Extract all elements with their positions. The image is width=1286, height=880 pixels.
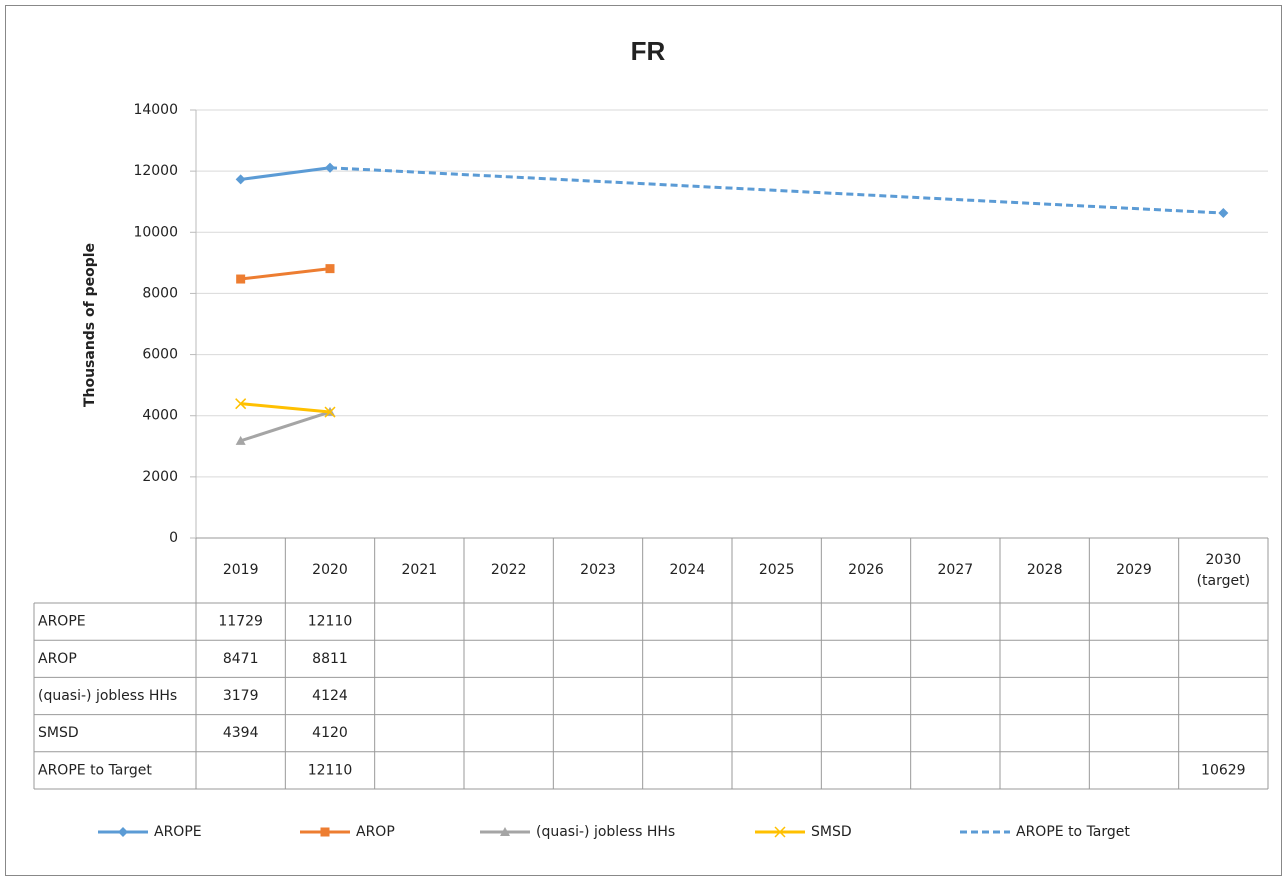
legend-label: AROPE to Target (1016, 824, 1130, 840)
series-line (329, 166, 1224, 215)
table-cell: 11729 (218, 614, 263, 630)
y-tick-label: 4000 (142, 408, 178, 424)
table-cell: 4124 (312, 688, 348, 704)
x-tick-label-box: 2027 (937, 562, 974, 579)
x-tick-label: 2020 (312, 562, 348, 579)
y-tick-label: 2000 (142, 469, 178, 485)
table-cell: 12110 (308, 614, 353, 630)
x-tick-label-box: 2021 (401, 562, 438, 579)
table-row-label: (quasi-) jobless HHs (38, 688, 177, 704)
x-tick-label-box: 2029 (1116, 562, 1152, 579)
table-row-label: AROP (38, 651, 77, 667)
y-axis-label: Thousands of people (82, 243, 98, 407)
marker (324, 406, 336, 418)
table-row-label: SMSD (38, 725, 79, 741)
x-tick-label: 2028 (1026, 562, 1063, 579)
x-tick-label-box: 2024 (669, 562, 706, 579)
table-cell: 12110 (308, 762, 353, 778)
series-line (240, 267, 331, 281)
y-tick-label: 12000 (133, 163, 178, 179)
x-tick-label: 2021 (401, 562, 438, 579)
x-tick-label: 2025 (758, 562, 795, 579)
y-tick-label: 0 (169, 530, 178, 546)
legend-label: SMSD (811, 824, 852, 840)
x-tick-label-box: 2030 (target) (1196, 552, 1251, 589)
marker (325, 264, 335, 274)
y-tick-label: 14000 (133, 102, 178, 118)
table-row-label: AROPE to Target (38, 762, 152, 778)
table-cell: 4120 (312, 725, 348, 741)
chart-title: FR (631, 36, 666, 66)
x-tick-label: 2019 (222, 562, 259, 579)
marker (235, 435, 246, 445)
y-tick-label: 10000 (133, 224, 178, 240)
x-tick-label-box: 2025 (758, 562, 795, 579)
marker (235, 174, 246, 185)
legend-label: AROPE (154, 824, 202, 840)
marker (235, 398, 247, 410)
legend-marker (320, 827, 330, 837)
x-tick-label-box: 2020 (312, 562, 348, 579)
legend-label: AROP (356, 824, 395, 840)
x-tick-label: 2023 (580, 562, 616, 579)
marker (236, 274, 246, 284)
series-line (240, 166, 331, 181)
table-cell: 3179 (223, 688, 259, 704)
x-tick-label: 2026 (848, 562, 884, 579)
table-cell: 10629 (1201, 762, 1246, 778)
x-tick-label: 2024 (669, 562, 706, 579)
x-tick-label-box: 2026 (848, 562, 884, 579)
x-tick-label-box: 2019 (222, 562, 259, 579)
table-cell: 8471 (223, 651, 259, 667)
legend-marker (774, 826, 786, 838)
y-tick-label: 8000 (142, 285, 178, 301)
x-tick-label-box: 2023 (580, 562, 616, 579)
x-tick-label: 2027 (937, 562, 974, 579)
table-cell: 4394 (223, 725, 259, 741)
x-tick-label: 2029 (1116, 562, 1152, 579)
legend-label: (quasi-) jobless HHs (536, 824, 675, 840)
table-row-label: AROPE (38, 614, 86, 630)
series-line (240, 410, 331, 443)
marker (1218, 208, 1229, 219)
x-tick-label-box: 2022 (490, 562, 527, 579)
series-line (240, 402, 331, 414)
marker (325, 162, 335, 173)
legend-marker (500, 827, 510, 836)
legend-marker (118, 827, 128, 837)
chart-border (5, 5, 1282, 876)
x-tick-label-box: 2028 (1026, 562, 1063, 579)
table-cell: 8811 (312, 651, 348, 667)
x-tick-label: 2030 (target) (1196, 552, 1251, 589)
x-tick-label: 2022 (490, 562, 527, 579)
y-tick-label: 6000 (142, 347, 178, 363)
